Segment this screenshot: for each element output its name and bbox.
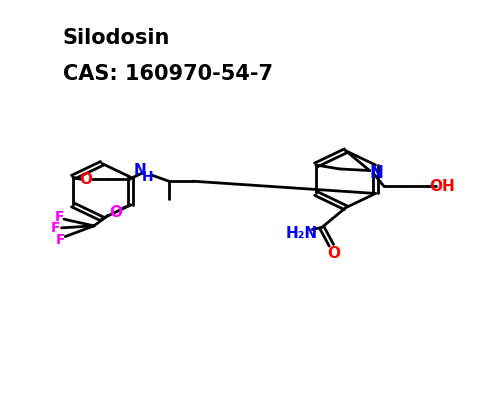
Text: F: F [51,221,60,235]
Text: F: F [56,233,65,247]
Text: H: H [141,170,153,184]
Text: N: N [369,164,383,181]
Text: Silodosin: Silodosin [62,28,169,48]
Text: O: O [80,172,93,187]
Text: CAS: 160970-54-7: CAS: 160970-54-7 [62,64,272,84]
Text: F: F [54,210,64,224]
Text: OH: OH [429,179,454,194]
Text: H₂N: H₂N [285,226,317,241]
Text: N: N [133,163,146,178]
Text: O: O [109,205,122,220]
Text: O: O [326,246,339,261]
